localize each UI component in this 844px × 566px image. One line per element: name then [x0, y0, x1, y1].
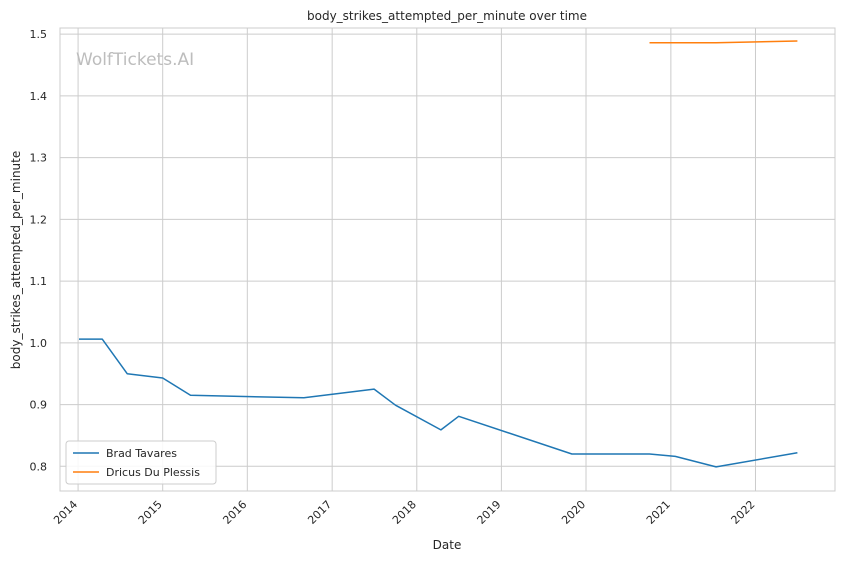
grid-lines [60, 28, 835, 491]
y-tick-label: 1.4 [30, 90, 48, 103]
x-tick-label: 2017 [305, 498, 334, 527]
y-axis-label: body_strikes_attempted_per_minute [9, 151, 23, 369]
series-lines [79, 40, 798, 468]
x-tick-labels: 2014 2015 2016 2017 2018 2019 2020 2021 2022 [51, 498, 757, 527]
series-line-brad-tavares [79, 338, 798, 468]
y-tick-labels: 0.8 0.9 1.0 1.1 1.2 1.3 1.4 1.5 [30, 28, 48, 473]
legend: Brad Tavares Dricus Du Plessis [65, 440, 217, 485]
x-tick-label: 2015 [136, 498, 165, 527]
x-tick-label: 2019 [475, 498, 504, 527]
watermark: WolfTickets.AI [76, 50, 194, 70]
x-tick-label: 2020 [559, 498, 588, 527]
y-tick-label: 1.1 [30, 275, 48, 288]
x-tick-label: 2014 [51, 498, 80, 527]
legend-label-brad-tavares: Brad Tavares [106, 447, 177, 460]
y-tick-label: 1.3 [30, 152, 48, 165]
legend-label-dricus-du-plessis: Dricus Du Plessis [106, 466, 200, 479]
plot-area [59, 27, 836, 492]
legend-box [65, 440, 217, 485]
chart-title: body_strikes_attempted_per_minute over t… [307, 9, 587, 23]
x-tick-label: 2022 [729, 498, 758, 527]
x-tick-label: 2016 [220, 498, 249, 527]
y-tick-label: 1.2 [30, 213, 48, 226]
x-tick-label: 2021 [644, 498, 673, 527]
y-tick-label: 1.0 [30, 337, 48, 350]
y-tick-label: 0.8 [30, 460, 48, 473]
series-line-dricus-du-plessis [649, 40, 798, 44]
x-axis-label: Date [433, 538, 462, 552]
y-tick-label: 0.9 [30, 399, 48, 412]
x-tick-label: 2018 [390, 498, 419, 527]
y-tick-label: 1.5 [30, 28, 48, 41]
